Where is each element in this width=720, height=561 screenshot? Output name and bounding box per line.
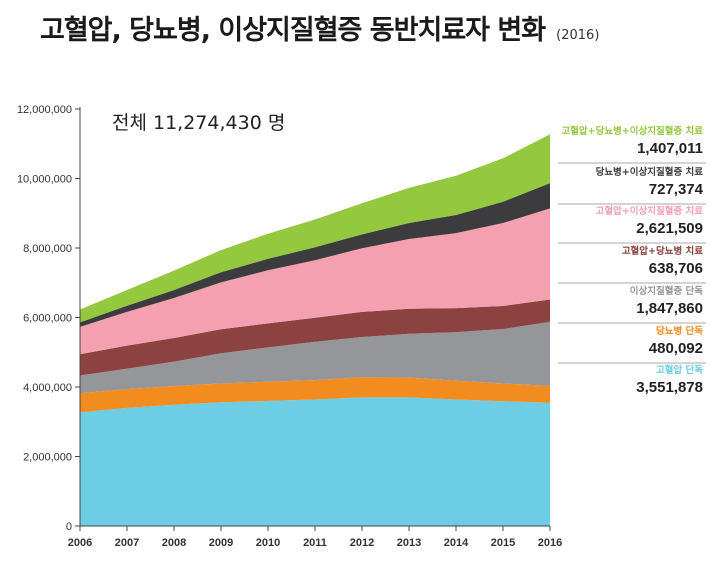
area-series-0 [80,397,550,526]
area-series-1 [80,377,550,413]
x-tick-label: 2014 [444,537,469,549]
x-tick-label: 2010 [256,537,280,549]
y-tick-label: 4,000,000 [23,382,72,394]
y-tick-label: 10,000,000 [17,174,72,186]
x-tick-label: 2011 [303,537,327,549]
y-tick-label: 2,000,000 [23,452,72,464]
x-tick-label: 2008 [162,537,186,549]
area-series-2 [80,321,550,394]
area-series-4 [80,208,550,355]
legend-value-1: 727,374 [649,181,704,198]
y-tick-label: 6,000,000 [23,313,72,325]
x-tick-label: 2006 [68,537,92,549]
y-tick-label: 12,000,000 [17,104,72,116]
area-series-5 [80,183,550,327]
x-tick-label: 2016 [538,537,562,549]
area-series-6 [80,134,550,323]
legend-value-2: 2,621,509 [636,220,703,237]
legend-name-5: 당뇨병 단독 [656,325,703,337]
legend-value-4: 1,847,860 [636,300,703,317]
x-tick-label: 2015 [491,537,515,549]
legend-name-1: 당뇨병+이상지질혈증 치료 [596,166,704,178]
title-block: 고혈압, 당뇨병, 이상지질혈증 동반치료자 변화 (2016) [40,8,599,47]
y-tick-label: 8,000,000 [23,243,72,255]
y-tick-label: 0 [66,521,72,533]
total-annotation: 전체 11,274,430 명 [112,112,285,134]
legend-value-0: 1,407,011 [637,140,703,157]
x-tick-label: 2009 [209,537,233,549]
x-tick-label: 2013 [397,537,421,549]
x-tick-label: 2012 [350,537,374,549]
legend-value-5: 480,092 [649,340,703,357]
legend-name-6: 고혈압 단독 [656,364,703,376]
area-series-3 [80,299,550,376]
legend-name-2: 고혈압+이상지질혈증 치료 [596,205,704,217]
legend-name-4: 이상지질혈증 단독 [630,285,703,297]
legend-value-3: 638,706 [649,260,703,277]
x-tick-label: 2007 [115,537,139,549]
legend-name-0: 고혈압+당뇨병+이상지질혈증 치료 [561,125,703,137]
legend-name-3: 고혈압+당뇨병 치료 [622,245,703,257]
legend-value-6: 3,551,878 [636,379,703,396]
chart-title: 고혈압, 당뇨병, 이상지질혈증 동반치료자 변화 [40,15,546,46]
chart-subtitle: (2016) [556,28,600,43]
